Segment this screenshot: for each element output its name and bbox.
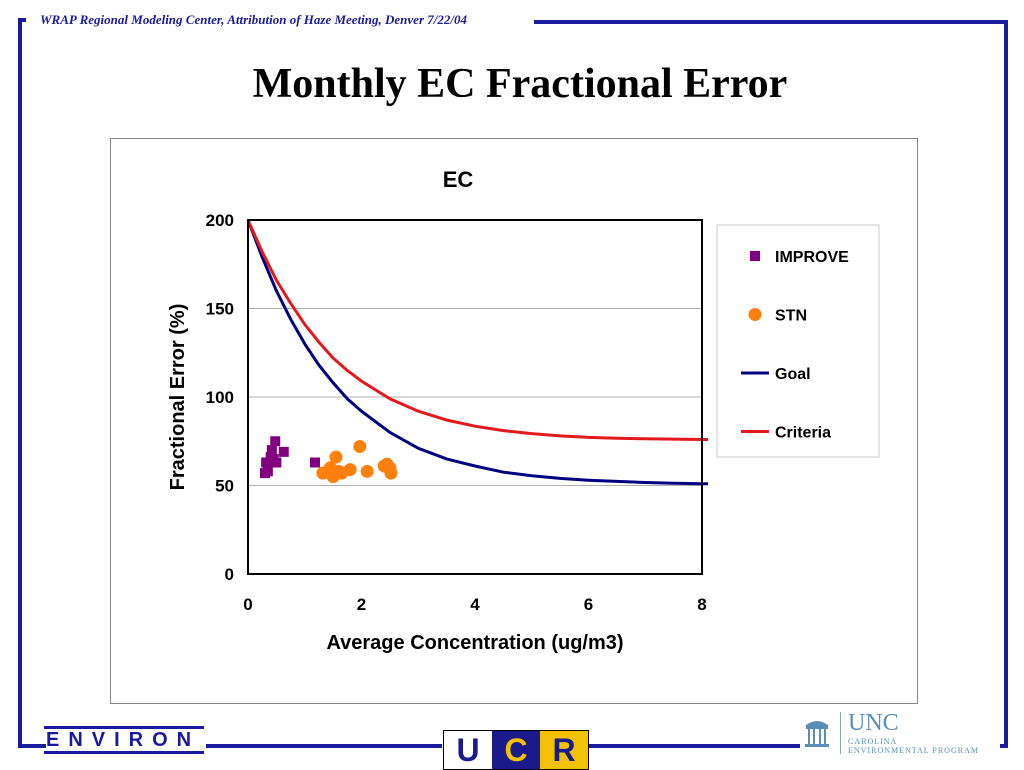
unc-divider — [840, 712, 841, 754]
unc-logo-text: UNC — [848, 710, 899, 736]
legend-swatch-improve — [750, 251, 760, 261]
slide-title: Monthly EC Fractional Error — [252, 61, 788, 107]
legend-label-criteria: Criteria — [775, 425, 831, 442]
chart-title: EC — [443, 167, 474, 192]
environ-logo-bar-top — [44, 726, 204, 729]
point-stn — [329, 450, 343, 464]
frame-left — [18, 18, 22, 746]
x-tick-label: 8 — [697, 595, 706, 614]
frame-top-left — [18, 18, 26, 22]
x-tick-label: 4 — [470, 595, 480, 614]
point-improve — [266, 445, 277, 456]
ucr-logo: U C R — [443, 730, 589, 770]
ucr-letter-u: U — [444, 731, 492, 769]
point-stn — [353, 440, 367, 454]
legend-swatch-stn — [748, 308, 762, 321]
x-tick-label: 2 — [357, 595, 366, 614]
environ-logo: ENVIRON — [44, 726, 204, 756]
frame-bottom-4 — [1000, 744, 1008, 748]
x-tick-label: 6 — [584, 595, 593, 614]
frame-top-right — [534, 20, 1008, 24]
unc-logo: UNC CAROLINA ENVIRONMENTAL PROGRAM — [802, 710, 1002, 756]
y-tick-label: 150 — [206, 300, 234, 319]
series-line-goal — [246, 219, 708, 486]
legend-label-improve: IMPROVE — [775, 249, 849, 266]
environ-logo-text: ENVIRON — [46, 729, 201, 751]
x-axis-title: Average Concentration (ug/m3) — [326, 632, 623, 654]
point-improve — [271, 457, 282, 468]
chart-container: EC 0 50 100 150 200 0 2 4 6 8 Average Concentrati… — [110, 138, 918, 704]
y-tick-label: 100 — [206, 388, 234, 407]
point-improve — [270, 436, 281, 447]
frame-right — [1004, 20, 1008, 746]
legend-box — [716, 224, 880, 458]
point-improve — [309, 457, 320, 468]
point-improve — [262, 466, 273, 477]
plot-area-border — [247, 219, 703, 575]
ucr-letter-r: R — [540, 731, 588, 769]
point-stn — [360, 464, 374, 478]
frame-bottom-2 — [206, 744, 442, 748]
y-axis-title: Fractional Error (%) — [167, 304, 189, 491]
y-tick-label: 200 — [206, 211, 234, 230]
series-line-criteria — [246, 219, 708, 441]
x-tick-label: 0 — [243, 595, 252, 614]
point-stn — [343, 463, 357, 477]
point-improve — [278, 446, 289, 457]
frame-bottom-3 — [588, 744, 800, 748]
y-tick-label: 50 — [215, 477, 234, 496]
frame-bottom-1 — [18, 744, 46, 748]
unc-logo-subtext-1: CAROLINA — [848, 737, 898, 746]
legend: IMPROVE STN Goal Criteria — [716, 224, 880, 458]
old-well-icon — [805, 721, 829, 747]
legend-label-stn: STN — [775, 308, 807, 325]
unc-logo-subtext-2: ENVIRONMENTAL PROGRAM — [848, 746, 979, 755]
point-stn — [384, 466, 398, 480]
y-tick-label: 0 — [225, 565, 234, 584]
ucr-letter-c: C — [492, 731, 540, 769]
environ-logo-bar-bottom — [44, 751, 204, 754]
ec-chart: EC 0 50 100 150 200 0 2 4 6 8 Average Concentrati… — [111, 139, 917, 703]
legend-label-goal: Goal — [775, 366, 811, 383]
meeting-header: WRAP Regional Modeling Center, Attributi… — [36, 12, 471, 28]
